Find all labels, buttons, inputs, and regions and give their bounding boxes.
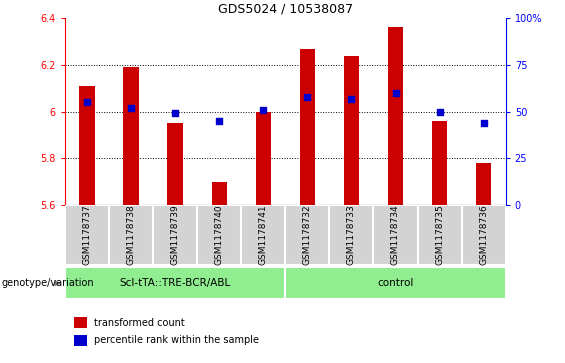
Point (391, 90, 400, 96)
Bar (65, 205, 109, 265)
Text: control: control (377, 278, 414, 288)
Bar (299, 49, 315, 205)
Bar (255, 112, 271, 205)
Text: GSM1178741: GSM1178741 (259, 205, 268, 265)
Text: GSM1178734: GSM1178734 (391, 205, 400, 265)
Bar (285, 205, 329, 265)
Bar (329, 205, 373, 265)
Text: Scl-tTA::TRE-BCR/ABL: Scl-tTA::TRE-BCR/ABL (120, 278, 231, 288)
Text: GSM1178740: GSM1178740 (215, 205, 224, 265)
Bar (418, 205, 462, 265)
Bar (462, 205, 506, 265)
Bar (432, 121, 447, 205)
Point (479, 120, 488, 126)
Bar (344, 56, 359, 205)
Point (215, 118, 224, 124)
Text: GSM1178736: GSM1178736 (479, 205, 488, 265)
Point (171, 111, 180, 117)
Bar (153, 205, 197, 265)
Point (127, 105, 136, 111)
Text: GSM1178735: GSM1178735 (435, 205, 444, 265)
Bar (241, 205, 285, 265)
Text: transformed count: transformed count (94, 318, 184, 328)
Bar (373, 205, 418, 265)
Bar (476, 163, 492, 205)
Bar (285, 267, 506, 299)
Point (347, 95, 356, 101)
Point (82, 99, 92, 105)
Text: GSM1178738: GSM1178738 (127, 205, 136, 265)
Bar (65, 267, 285, 299)
Bar (79, 86, 95, 205)
Text: percentile rank within the sample: percentile rank within the sample (94, 335, 259, 345)
Bar (167, 123, 183, 205)
Point (259, 107, 268, 113)
Bar (74, 317, 87, 328)
Bar (109, 205, 153, 265)
Point (435, 109, 444, 115)
Bar (197, 205, 241, 265)
Text: GSM1178733: GSM1178733 (347, 205, 356, 265)
Text: GSM1178739: GSM1178739 (171, 205, 180, 265)
Text: genotype/variation: genotype/variation (1, 278, 94, 288)
Text: GSM1178732: GSM1178732 (303, 205, 312, 265)
Bar (211, 182, 227, 205)
Bar (123, 67, 139, 205)
Bar (74, 335, 87, 346)
Text: GSM1178737: GSM1178737 (82, 205, 92, 265)
Bar (388, 28, 403, 205)
Title: GDS5024 / 10538087: GDS5024 / 10538087 (218, 3, 353, 16)
Point (303, 94, 312, 99)
